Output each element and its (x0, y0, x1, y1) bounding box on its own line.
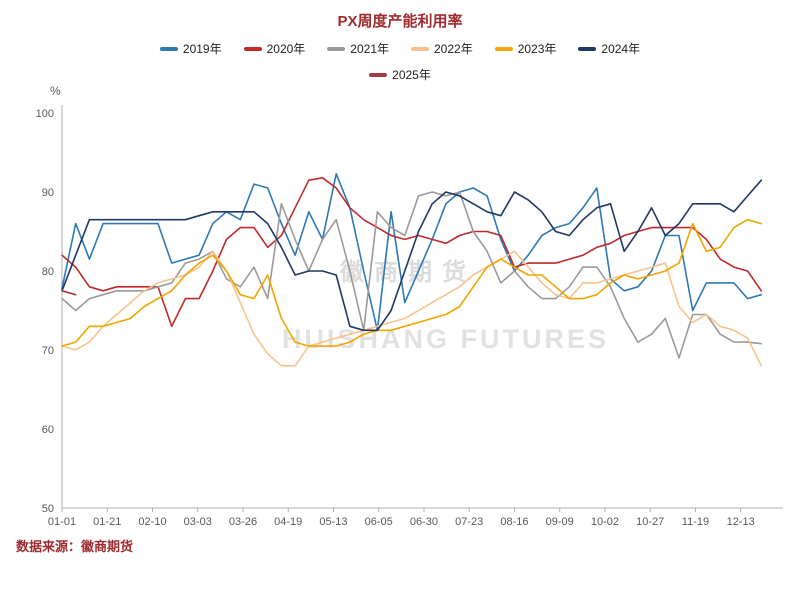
series-line-2024 (61, 179, 763, 332)
y-axis-unit-label: % (50, 84, 61, 98)
data-source: 数据来源：徽商期货 (16, 539, 134, 554)
x-tick-label: 09-09 (546, 516, 574, 528)
legend-swatch (411, 46, 429, 51)
legend-item-2025: 2025年 (369, 66, 431, 83)
legend-swatch (159, 46, 178, 51)
x-tick-label: 02-10 (138, 516, 166, 528)
legend-item-2023: 2023年 (494, 40, 557, 57)
y-tick-label: 80 (42, 266, 54, 278)
legend-label: 2021年 (350, 42, 389, 56)
legend-item-2024: 2024年 (578, 40, 640, 57)
x-tick-label: 06-30 (410, 516, 438, 528)
legend-label: 2022年 (434, 42, 473, 56)
legend-row-1: 2019年 2020年 2021年 2022年 2023年 2024年 (0, 40, 800, 57)
watermark-english: HUISHANG FUTURES (282, 324, 610, 354)
x-tick-label: 08-16 (500, 516, 528, 528)
legend-row-2: 2025年 (0, 66, 800, 83)
x-tick-label: 10-02 (591, 516, 619, 528)
watermark-chinese: 徽商期货 (340, 259, 476, 286)
series-line-2019 (61, 173, 763, 332)
y-tick-label: 50 (42, 503, 54, 515)
y-tick-label: 60 (42, 424, 54, 436)
series-line-2022 (61, 250, 763, 367)
x-tick-label: 12-13 (727, 516, 755, 528)
legend-item-2022: 2022年 (411, 40, 473, 57)
series-line-2021 (61, 191, 763, 359)
legend-swatch (327, 46, 346, 51)
legend-item-2021: 2021年 (327, 40, 389, 57)
x-tick-label: 10-27 (636, 516, 664, 528)
y-tick-label: 70 (42, 345, 54, 357)
x-tick-label: 05-13 (319, 516, 347, 528)
x-tick-label: 01-01 (48, 516, 76, 528)
legend-label: 2019年 (182, 42, 222, 56)
x-tick-label: 06-05 (365, 516, 393, 528)
legend-label: 2024年 (601, 42, 641, 56)
legend-swatch (494, 46, 513, 51)
legend-swatch (369, 72, 388, 77)
chart-title: PX周度产能利用率 (337, 13, 463, 30)
y-tick-label: 100 (36, 108, 54, 120)
legend-swatch (578, 46, 597, 51)
series-line-2023 (61, 218, 763, 347)
legend-swatch (243, 46, 262, 51)
series-line-2020 (61, 177, 763, 328)
legend-label: 2020年 (266, 42, 306, 56)
x-tick-label: 01-21 (93, 516, 121, 528)
series-line-2025 (61, 289, 77, 296)
legend-item-2020: 2020年 (243, 40, 306, 57)
x-tick-label: 03-26 (229, 516, 257, 528)
y-tick-label: 90 (42, 187, 54, 199)
legend-label: 2023年 (517, 42, 557, 56)
x-tick-label: 07-23 (455, 516, 483, 528)
legend-label: 2025年 (392, 68, 431, 82)
x-tick-label: 04-19 (274, 516, 302, 528)
legend-item-2019: 2019年 (159, 40, 222, 57)
x-tick-label: 11-19 (682, 516, 709, 528)
x-tick-label: 03-03 (184, 516, 212, 528)
